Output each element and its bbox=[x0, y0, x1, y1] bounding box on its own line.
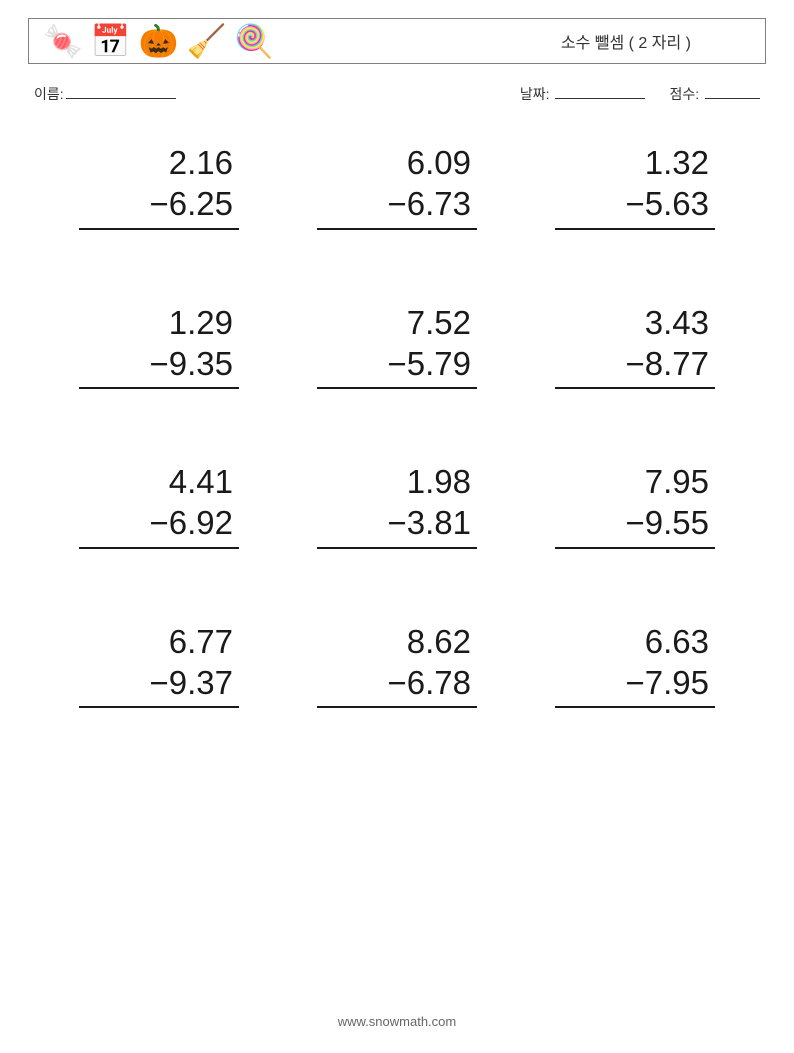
problem-line bbox=[317, 706, 477, 708]
problem-3: 1.32 −5.63 bbox=[555, 142, 715, 230]
problem-top: 7.52 bbox=[407, 302, 477, 343]
problem-9: 7.95 −9.55 bbox=[555, 461, 715, 549]
footer-url: www.snowmath.com bbox=[338, 1014, 456, 1029]
problem-top: 1.32 bbox=[645, 142, 715, 183]
problem-line bbox=[317, 228, 477, 230]
problem-12: 6.63 −7.95 bbox=[555, 621, 715, 709]
problem-top: 6.09 bbox=[407, 142, 477, 183]
problem-bottom: −6.78 bbox=[388, 662, 478, 703]
problem-line bbox=[555, 706, 715, 708]
problem-bottom: −6.25 bbox=[150, 183, 240, 224]
date-label: 날짜: bbox=[520, 86, 550, 102]
problem-bottom: −6.73 bbox=[388, 183, 478, 224]
lollipop-icon: 🍭 bbox=[234, 25, 274, 57]
broom-icon: 🧹 bbox=[187, 25, 227, 57]
problem-line bbox=[317, 547, 477, 549]
date-field: 날짜: bbox=[520, 84, 646, 104]
problem-top: 3.43 bbox=[645, 302, 715, 343]
problem-11: 8.62 −6.78 bbox=[317, 621, 477, 709]
problem-top: 6.77 bbox=[169, 621, 239, 662]
name-underline bbox=[66, 98, 176, 99]
problem-line bbox=[317, 387, 477, 389]
problem-2: 6.09 −6.73 bbox=[317, 142, 477, 230]
problem-1: 2.16 −6.25 bbox=[79, 142, 239, 230]
icons-row: 🍬 📅 🎃 🧹 🍭 bbox=[43, 25, 274, 57]
problem-top: 6.63 bbox=[645, 621, 715, 662]
pumpkin-icon: 🎃 bbox=[139, 25, 179, 57]
date-underline bbox=[555, 98, 645, 99]
problem-bottom: −5.79 bbox=[388, 343, 478, 384]
problem-5: 7.52 −5.79 bbox=[317, 302, 477, 390]
calendar-icon: 📅 bbox=[91, 25, 131, 57]
info-right: 날짜: 점수: bbox=[520, 84, 760, 104]
footer: www.snowmath.com bbox=[0, 1014, 794, 1029]
header-box: 🍬 📅 🎃 🧹 🍭 소수 뺄셈 ( 2 자리 ) bbox=[28, 18, 766, 64]
problem-bottom: −9.37 bbox=[150, 662, 240, 703]
problem-bottom: −8.77 bbox=[626, 343, 716, 384]
problem-line bbox=[79, 547, 239, 549]
problem-bottom: −9.35 bbox=[150, 343, 240, 384]
problem-7: 4.41 −6.92 bbox=[79, 461, 239, 549]
score-underline bbox=[705, 98, 760, 99]
problems-grid: 2.16 −6.25 6.09 −6.73 1.32 −5.63 1.29 −9… bbox=[28, 134, 766, 708]
problem-8: 1.98 −3.81 bbox=[317, 461, 477, 549]
problem-top: 4.41 bbox=[169, 461, 239, 502]
problem-bottom: −3.81 bbox=[388, 502, 478, 543]
candy-icon: 🍬 bbox=[43, 25, 83, 57]
problem-line bbox=[555, 387, 715, 389]
problem-bottom: −6.92 bbox=[150, 502, 240, 543]
score-label: 점수: bbox=[669, 86, 699, 102]
info-row: 이름: 날짜: 점수: bbox=[28, 84, 766, 104]
problem-line bbox=[79, 387, 239, 389]
problem-bottom: −5.63 bbox=[626, 183, 716, 224]
problem-10: 6.77 −9.37 bbox=[79, 621, 239, 709]
problem-top: 7.95 bbox=[645, 461, 715, 502]
problem-6: 3.43 −8.77 bbox=[555, 302, 715, 390]
score-field: 점수: bbox=[669, 84, 760, 104]
problem-line bbox=[555, 228, 715, 230]
problem-top: 1.98 bbox=[407, 461, 477, 502]
name-label: 이름: bbox=[34, 84, 64, 104]
problem-top: 2.16 bbox=[169, 142, 239, 183]
problem-line bbox=[79, 228, 239, 230]
problem-line bbox=[555, 547, 715, 549]
info-left: 이름: bbox=[34, 84, 176, 104]
problem-4: 1.29 −9.35 bbox=[79, 302, 239, 390]
problem-bottom: −7.95 bbox=[626, 662, 716, 703]
problem-line bbox=[79, 706, 239, 708]
problem-bottom: −9.55 bbox=[626, 502, 716, 543]
problem-top: 1.29 bbox=[169, 302, 239, 343]
worksheet-title: 소수 뺄셈 ( 2 자리 ) bbox=[561, 29, 751, 53]
problem-top: 8.62 bbox=[407, 621, 477, 662]
